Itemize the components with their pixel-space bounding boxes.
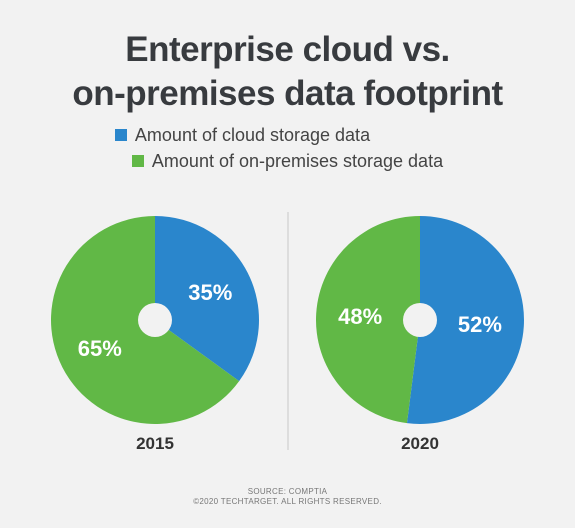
legend-item-on-premises: Amount of on-premises storage data: [131, 148, 444, 174]
data-label-2015-on-premises: 65%: [78, 336, 122, 361]
data-label-2020-on-premises: 48%: [338, 304, 382, 329]
legend-label-cloud: Amount of cloud storage data: [134, 125, 371, 145]
legend-label-on-premises: Amount of on-premises storage data: [151, 151, 444, 171]
year-label-2015: 2015: [136, 434, 174, 453]
pie-slice-2015-cloud: [155, 216, 259, 382]
pie-center-hole: [138, 303, 172, 337]
footer: SOURCE: COMPTIA ©2020 TECHTARGET. ALL RI…: [0, 487, 575, 507]
data-label-2020-cloud: 52%: [458, 312, 502, 337]
legend: Amount of cloud storage data Amount of o…: [0, 122, 575, 174]
data-label-2015-cloud: 35%: [188, 280, 232, 305]
legend-swatch-on-premises: [131, 155, 144, 167]
chart-title-line-2: on-premises data footprint: [72, 74, 503, 113]
copyright-note: ©2020 TECHTARGET. ALL RIGHTS RESERVED.: [193, 497, 382, 506]
pie-slice-2020-on-premises: [315, 216, 420, 424]
pie-slice-2020-cloud: [406, 216, 524, 424]
legend-swatch-cloud: [114, 129, 127, 141]
pie-2015: 35% 65% 2015: [51, 216, 259, 453]
pie-center-hole: [403, 303, 437, 337]
chart-title-line-1: Enterprise cloud vs.: [125, 30, 450, 69]
chart-title: Enterprise cloud vs. on-premises data fo…: [0, 28, 575, 116]
legend-item-cloud: Amount of cloud storage data: [114, 122, 371, 148]
pie-2020: 52% 48% 2020: [315, 216, 524, 453]
source-note: SOURCE: COMPTIA: [247, 487, 328, 496]
year-label-2020: 2020: [401, 434, 439, 453]
